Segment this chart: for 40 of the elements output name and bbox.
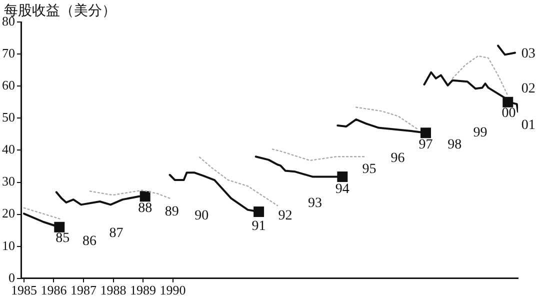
annotation: 97 (418, 138, 433, 153)
point (254, 206, 264, 217)
annotation: 96 (390, 151, 405, 166)
annotation: 00 (502, 106, 516, 122)
annotation: 90 (194, 208, 209, 224)
point (54, 222, 65, 232)
x-tick-label: 1985 (10, 282, 37, 298)
y-tick-label: 50 (2, 110, 15, 125)
text: 02 (521, 81, 536, 96)
y-tick-label: 20 (2, 206, 15, 221)
line-series (356, 106, 419, 130)
line-series (272, 148, 367, 162)
y-tick-label: 60 (2, 78, 15, 93)
y-tick-label: 40 (2, 142, 15, 157)
annotation: 86 (82, 234, 96, 250)
text: 01 (521, 118, 536, 134)
annotation: 95 (362, 162, 376, 178)
y-tick-label: 0 (8, 270, 15, 285)
annotation: 89 (164, 204, 179, 220)
annotation: 85 (56, 231, 70, 246)
y-tick-label: 30 (2, 174, 15, 189)
x-tick-label: 1988 (100, 282, 126, 298)
line-series (198, 156, 278, 206)
text: 03 (521, 46, 536, 62)
point (337, 172, 348, 182)
annotation: 91 (252, 218, 266, 234)
x-tick-label: 1987 (70, 282, 97, 298)
x-tick-label: 1989 (130, 282, 156, 298)
y-tick-label: 10 (2, 238, 15, 253)
annotation: 98 (448, 138, 462, 153)
x-tick-label: 1990 (160, 282, 186, 298)
point (420, 128, 431, 138)
annotation: 99 (473, 126, 488, 141)
x-tick-label: 1986 (40, 282, 68, 298)
annotation: 88 (138, 201, 152, 216)
annotation: 94 (335, 182, 350, 197)
annotation: 87 (109, 226, 124, 242)
y-tick-label: 70 (2, 45, 15, 60)
annotation: 93 (308, 196, 322, 212)
annotation: 92 (278, 208, 292, 224)
